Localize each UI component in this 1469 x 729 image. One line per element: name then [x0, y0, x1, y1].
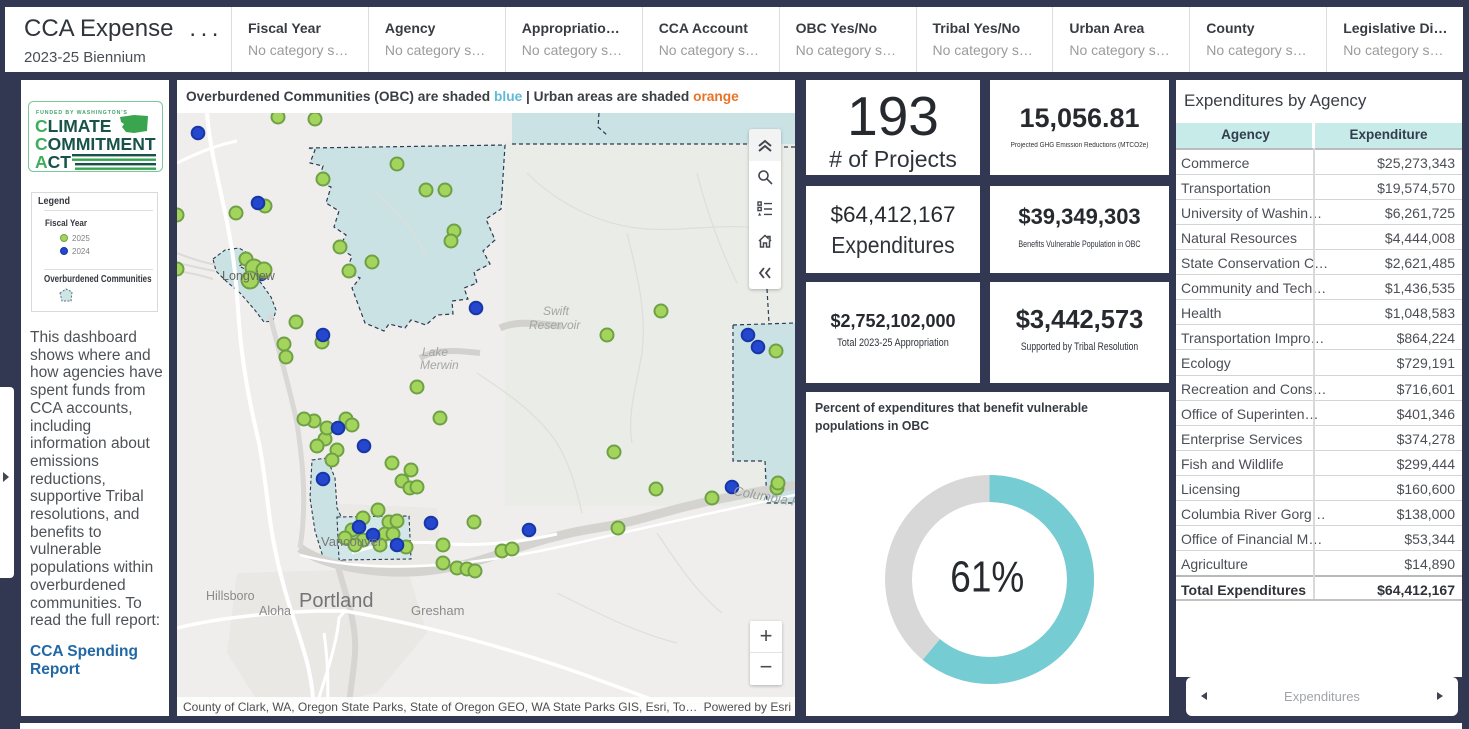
- svg-text:ACT: ACT: [35, 152, 71, 172]
- svg-text:CLIMATE: CLIMATE: [35, 116, 111, 136]
- svg-text:Longview: Longview: [222, 269, 276, 283]
- svg-text:Reservoir: Reservoir: [529, 318, 581, 332]
- svg-text:Hillsboro: Hillsboro: [206, 589, 255, 603]
- svg-text:Merwin: Merwin: [420, 358, 459, 372]
- svg-text:61%: 61%: [950, 553, 1024, 602]
- svg-text:Swift: Swift: [543, 304, 570, 318]
- svg-text:Gresham: Gresham: [411, 603, 464, 618]
- svg-text:COMMITMENT: COMMITMENT: [35, 134, 156, 154]
- svg-text:Lake: Lake: [422, 345, 448, 359]
- svg-text:Vancouver: Vancouver: [321, 534, 383, 549]
- svg-text:FUNDED BY WASHINGTON'S: FUNDED BY WASHINGTON'S: [36, 110, 128, 116]
- svg-text:Portland: Portland: [299, 590, 374, 612]
- svg-text:Aloha: Aloha: [259, 604, 291, 618]
